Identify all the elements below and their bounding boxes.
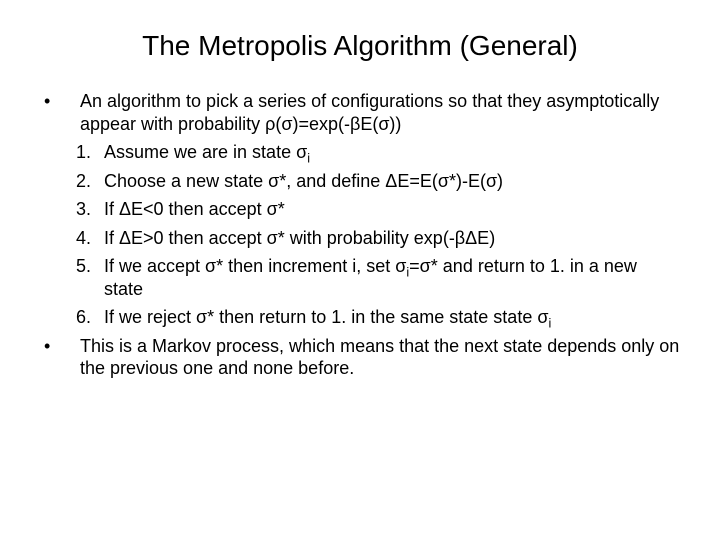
bullet-text: This is a Markov process, which means th… xyxy=(80,335,680,380)
numbered-item: 6.If we reject σ* then return to 1. in t… xyxy=(76,306,680,329)
numbered-item: 4.If ΔE>0 then accept σ* with probabilit… xyxy=(76,227,680,250)
numbered-marker: 5. xyxy=(76,255,104,278)
numbered-text: If we reject σ* then return to 1. in the… xyxy=(104,306,680,329)
bullet-text: An algorithm to pick a series of configu… xyxy=(80,90,680,135)
numbered-text: If we accept σ* then increment i, set σi… xyxy=(104,255,680,300)
numbered-marker: 6. xyxy=(76,306,104,329)
numbered-marker: 2. xyxy=(76,170,104,193)
numbered-text: Assume we are in state σi xyxy=(104,141,680,164)
numbered-item: 2.Choose a new state σ*, and define ΔE=E… xyxy=(76,170,680,193)
numbered-item: 1.Assume we are in state σi xyxy=(76,141,680,164)
numbered-text: Choose a new state σ*, and define ΔE=E(σ… xyxy=(104,170,680,193)
bullet-item: •An algorithm to pick a series of config… xyxy=(40,90,680,135)
slide-body: •An algorithm to pick a series of config… xyxy=(40,90,680,380)
slide-title: The Metropolis Algorithm (General) xyxy=(40,30,680,62)
numbered-list: 1.Assume we are in state σi2.Choose a ne… xyxy=(76,141,680,329)
bullet-marker: • xyxy=(40,90,80,113)
numbered-marker: 3. xyxy=(76,198,104,221)
slide: The Metropolis Algorithm (General) •An a… xyxy=(0,0,720,540)
numbered-marker: 4. xyxy=(76,227,104,250)
numbered-text: If ΔE>0 then accept σ* with probability … xyxy=(104,227,680,250)
numbered-item: 3.If ΔE<0 then accept σ* xyxy=(76,198,680,221)
numbered-text: If ΔE<0 then accept σ* xyxy=(104,198,680,221)
numbered-item: 5.If we accept σ* then increment i, set … xyxy=(76,255,680,300)
bullet-item: •This is a Markov process, which means t… xyxy=(40,335,680,380)
bullet-marker: • xyxy=(40,335,80,358)
numbered-marker: 1. xyxy=(76,141,104,164)
